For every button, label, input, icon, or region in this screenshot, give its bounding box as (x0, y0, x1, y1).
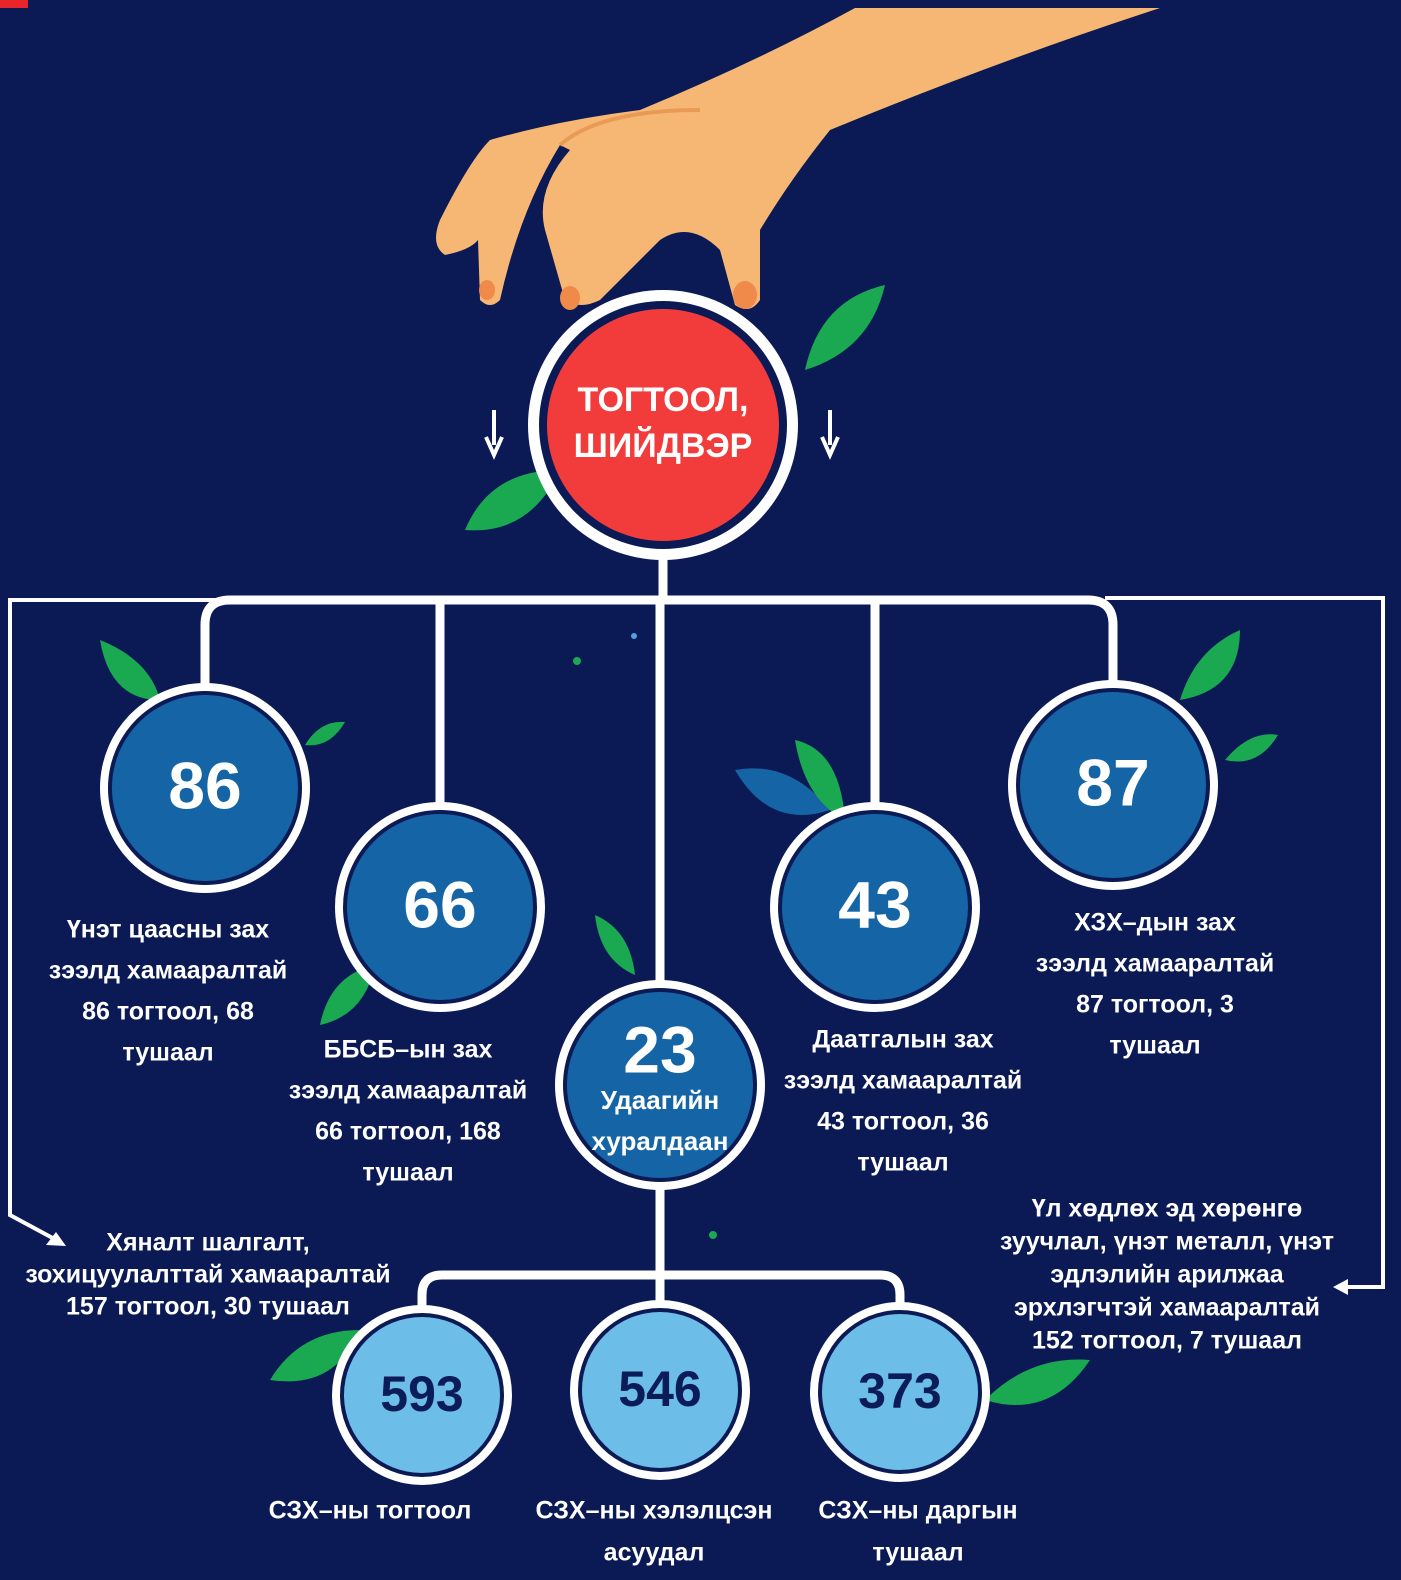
side-note-right: эдлэлийн арилжаа (1050, 1261, 1284, 1289)
node-description: ББСБ–ын зах (324, 1036, 493, 1064)
node-value: 86 (168, 748, 241, 822)
node-value: 23 (623, 1012, 696, 1086)
node-description: зээлд хамааралтай (289, 1077, 527, 1105)
node-fill (1020, 692, 1206, 878)
node-description: 87 тогтоол, 3 (1076, 991, 1234, 1019)
node-label: хуралдаан (592, 1126, 729, 1156)
bottom-node-description: тушаал (872, 1539, 963, 1567)
bottom-node-value: 593 (380, 1366, 463, 1422)
bottom-node-description: СЗХ–ны даргын (818, 1497, 1017, 1525)
node-description: Үнэт цаасны зах (67, 916, 269, 944)
bottom-node-description: асуудал (604, 1539, 705, 1567)
side-note-right: эрхлэгчтэй хамааралтай (1014, 1294, 1320, 1322)
node-description: зээлд хамааралтай (49, 957, 287, 985)
node-fill (347, 814, 533, 1000)
leaves (100, 285, 1278, 1405)
node-description: зээлд хамааралтай (784, 1067, 1022, 1095)
root-label: ШИЙДВЭР (574, 426, 753, 465)
side-note-left: 157 тогтоол, 30 тушаал (66, 1293, 350, 1321)
bottom-node-value: 546 (618, 1361, 701, 1417)
node-fill (582, 1312, 738, 1468)
node-value: 66 (403, 867, 476, 941)
node-fill (112, 695, 298, 881)
node-value: 87 (1076, 745, 1149, 819)
node-description: ХЗХ–дын зах (1074, 909, 1236, 937)
node-description: тушаал (122, 1039, 213, 1067)
bottom-node-value: 373 (858, 1363, 941, 1419)
side-note-right: 152 тогтоол, 7 тушаал (1032, 1327, 1302, 1355)
side-note-right: Үл хөдлөх эд хөрөнгө (1032, 1195, 1303, 1223)
node-description: тушаал (1109, 1032, 1200, 1060)
corner-mark (0, 0, 28, 8)
node-fill (782, 814, 968, 1000)
root-node (528, 290, 798, 560)
bottom-node-description: СЗХ–ны тогтоол (269, 1497, 472, 1525)
node-fill (567, 992, 753, 1178)
node-description: Даатгалын зах (812, 1026, 993, 1054)
side-note-left: Хяналт шалгалт, (106, 1229, 309, 1257)
node-description: тушаал (857, 1149, 948, 1177)
node-fill (822, 1314, 978, 1470)
bottom-node-description: СЗХ–ны хэлэлцсэн (536, 1497, 773, 1525)
hand (436, 8, 1160, 310)
node-description: 66 тогтоол, 168 (315, 1118, 501, 1146)
node-description: зээлд хамааралтай (1036, 950, 1274, 978)
side-note-left: зохицуулалттай хамааралтай (25, 1261, 390, 1289)
node-description: тушаал (362, 1159, 453, 1187)
node-value: 43 (838, 867, 911, 941)
node-fill (344, 1317, 500, 1473)
node-description: 43 тогтоол, 36 (817, 1108, 989, 1136)
side-note-right: зуучлал, үнэт металл, үнэт (1000, 1228, 1334, 1256)
node-label: Удаагийн (601, 1085, 719, 1115)
connectors (8, 410, 1385, 1315)
root-label: ТОГТООЛ, (578, 381, 749, 419)
node-description: 86 тогтоол, 68 (82, 998, 254, 1026)
